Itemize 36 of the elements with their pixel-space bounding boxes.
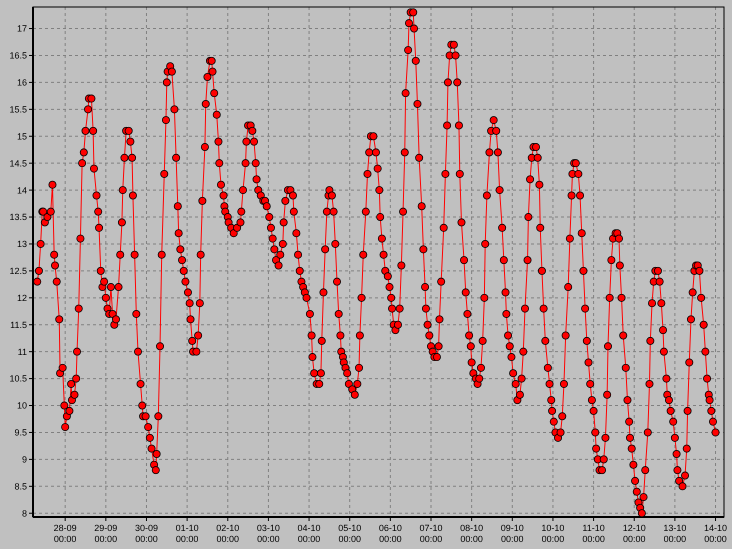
y-tick-label: 10 (16, 400, 27, 411)
y-tick-label: 17 (16, 24, 27, 34)
y-tick-label: 9.5 (14, 428, 27, 438)
x-tick-label: 12-10 00:00 (622, 523, 646, 544)
y-tick-label: 10.5 (9, 374, 27, 384)
y-tick-label: 13.5 (9, 212, 27, 222)
y-tick-label: 8 (22, 508, 27, 518)
y-tick-label: 15.5 (9, 104, 27, 114)
x-tick-label: 01-10 00:00 (176, 523, 199, 544)
x-tick-label: 02-10 00:00 (216, 523, 240, 544)
x-tick-label: 28-09 00:00 (54, 523, 77, 544)
y-tick-label: 15 (16, 131, 27, 142)
x-tick-label: 30-09 00:00 (134, 523, 158, 544)
y-tick-label: 16 (16, 78, 27, 88)
x-tick-label: 06-10 00:00 (378, 523, 402, 544)
y-tick-label: 13 (16, 239, 27, 250)
y-tick-label: 12.5 (9, 266, 27, 276)
x-tick-label: 04-10 00:00 (298, 523, 321, 544)
x-tick-label: 07-10 00:00 (419, 523, 443, 544)
x-tick-label: 11-10 00:00 (582, 523, 605, 544)
y-tick-label: 14 (16, 185, 27, 196)
y-tick-label: 16.5 (9, 50, 27, 61)
y-tick-label: 11.5 (10, 320, 27, 330)
y-tick-label: 8.5 (14, 481, 27, 492)
x-tick-label: 05-10 00:00 (338, 523, 362, 544)
x-tick-label: 14-10 00:00 (704, 523, 728, 544)
y-tick-label: 9 (22, 454, 27, 465)
x-tick-label: 29-09 00:00 (94, 523, 118, 544)
y-tick-label: 14.5 (9, 158, 27, 168)
x-tick-label: 13-10 00:00 (663, 523, 686, 544)
x-tick-label: 08-10 00:00 (460, 523, 484, 544)
x-tick-label: 09-10 00:00 (500, 523, 524, 544)
x-tick-label: 03-10 00:00 (256, 523, 280, 544)
y-tick-label: 11 (18, 346, 27, 357)
y-tick-label: 12 (16, 292, 27, 303)
x-tick-label: 10-10 00:00 (541, 523, 564, 544)
